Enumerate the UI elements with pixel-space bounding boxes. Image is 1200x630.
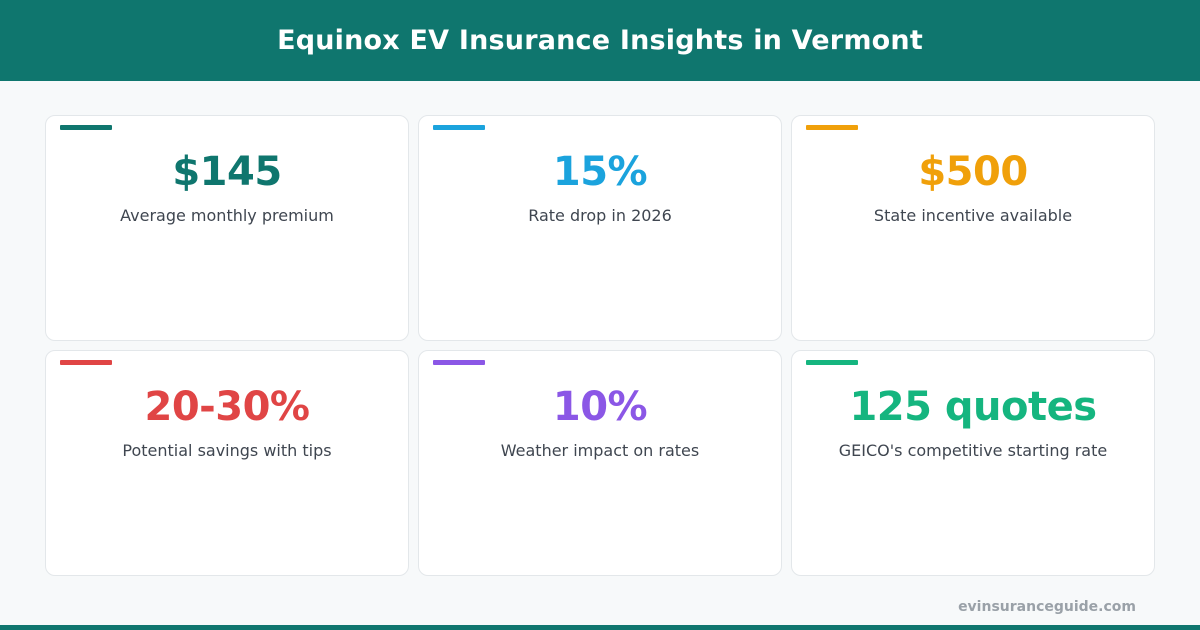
- stat-value: 20-30%: [144, 384, 310, 430]
- stat-value: $145: [172, 149, 282, 195]
- stat-card-geico-quotes: 125 quotes GEICO's competitive starting …: [791, 350, 1155, 576]
- header-banner: Equinox EV Insurance Insights in Vermont: [0, 0, 1200, 81]
- page-title: Equinox EV Insurance Insights in Vermont: [277, 25, 923, 56]
- card-accent-bar: [60, 360, 112, 365]
- stat-label: Potential savings with tips: [122, 441, 332, 460]
- card-accent-bar: [806, 360, 858, 365]
- stat-value: 15%: [552, 149, 648, 195]
- stat-card-potential-savings: 20-30% Potential savings with tips: [45, 350, 409, 576]
- stat-label: State incentive available: [873, 206, 1073, 225]
- stat-value: 125 quotes: [849, 384, 1097, 430]
- site-domain: evinsuranceguide.com: [958, 599, 1136, 615]
- stat-label: Average monthly premium: [120, 206, 334, 225]
- card-accent-bar: [433, 360, 485, 365]
- stat-label: Weather impact on rates: [500, 441, 700, 460]
- stat-value: 10%: [552, 384, 648, 430]
- card-accent-bar: [433, 125, 485, 130]
- card-accent-bar: [60, 125, 112, 130]
- stat-value: $500: [918, 149, 1028, 195]
- stats-grid: $145 Average monthly premium 15% Rate dr…: [45, 115, 1155, 576]
- stat-card-state-incentive: $500 State incentive available: [791, 115, 1155, 341]
- card-accent-bar: [806, 125, 858, 130]
- stat-label: GEICO's competitive starting rate: [838, 441, 1108, 460]
- bottom-stripe: [0, 625, 1200, 630]
- stat-card-weather-impact: 10% Weather impact on rates: [418, 350, 782, 576]
- stat-label: Rate drop in 2026: [528, 206, 672, 225]
- stat-card-rate-drop: 15% Rate drop in 2026: [418, 115, 782, 341]
- stat-card-avg-premium: $145 Average monthly premium: [45, 115, 409, 341]
